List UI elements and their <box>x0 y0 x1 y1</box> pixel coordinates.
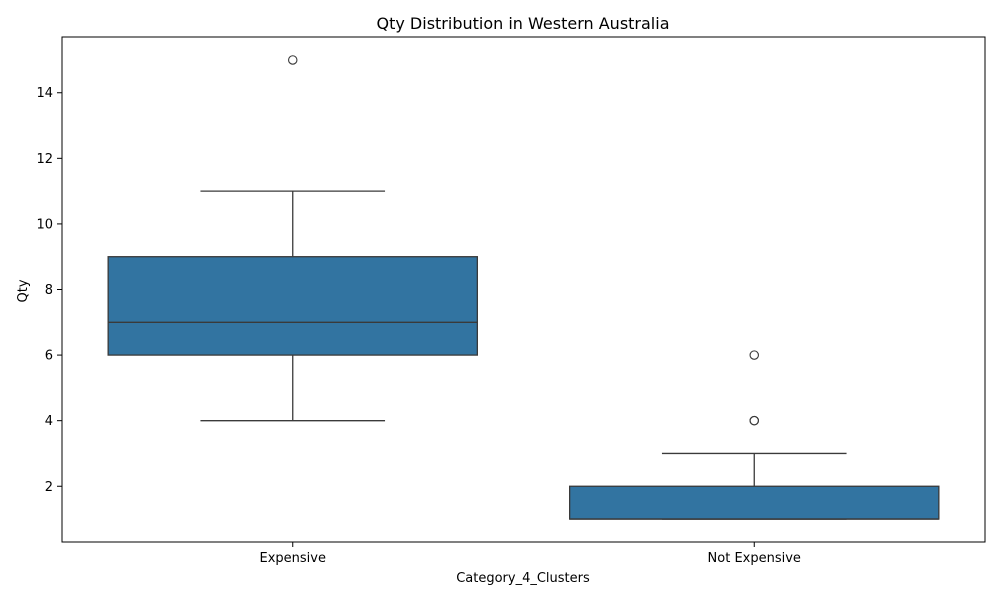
y-tick-label: 14 <box>36 86 53 101</box>
y-axis-label: Qty <box>16 279 31 302</box>
iqr-box <box>569 485 940 520</box>
outlier-point <box>287 55 298 65</box>
y-tick-label: 12 <box>36 152 53 167</box>
y-tick-label: 2 <box>45 480 53 495</box>
y-tick-label: 4 <box>45 414 53 429</box>
x-axis: Expensive Not Expensive <box>260 542 801 566</box>
outlier-point <box>749 350 759 360</box>
x-axis-label: Category_4_Clusters <box>456 571 590 586</box>
y-tick-label: 8 <box>45 283 53 298</box>
outlier-point <box>749 415 759 426</box>
iqr-box <box>107 256 479 356</box>
y-tick-label: 6 <box>45 349 53 364</box>
y-axis: 2 4 6 8 10 12 14 <box>36 86 62 495</box>
x-tick-label: Expensive <box>260 551 326 566</box>
y-tick-label: 10 <box>36 217 53 232</box>
box-group-not-expensive <box>569 350 940 520</box>
plot-area <box>107 55 940 520</box>
chart-title: Qty Distribution in Western Australia <box>377 14 670 33</box>
x-tick-label: Not Expensive <box>708 551 801 566</box>
box-group-expensive <box>107 55 479 422</box>
